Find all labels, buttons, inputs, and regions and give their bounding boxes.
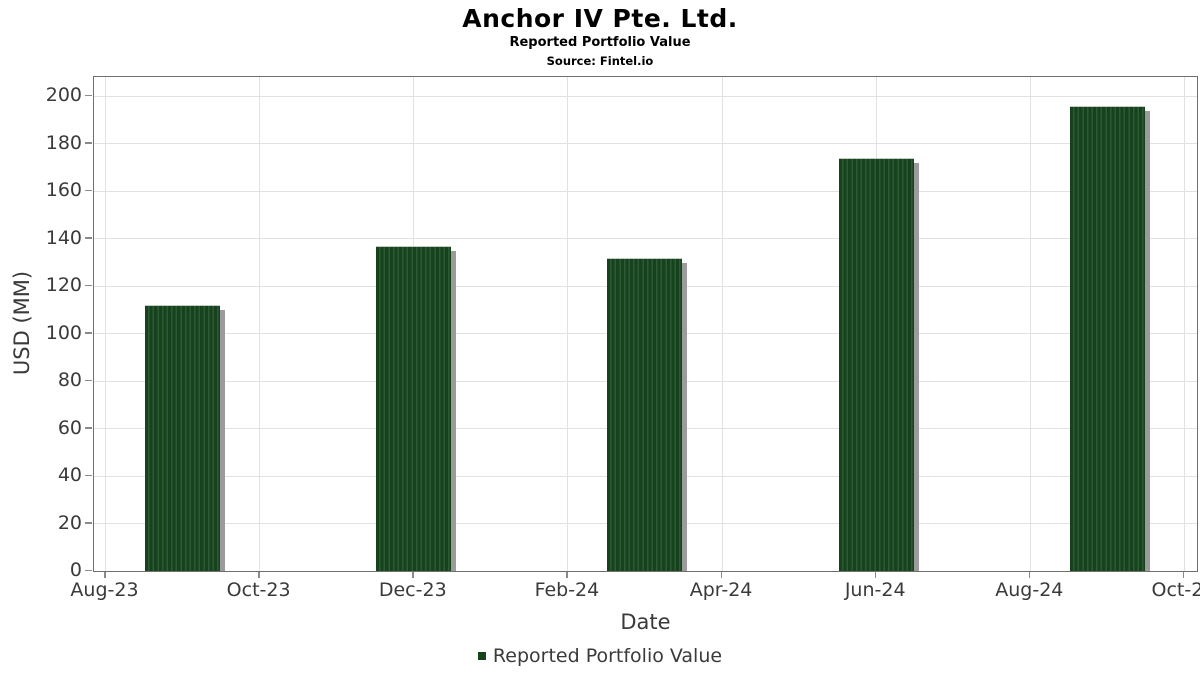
x-tick-Aug-24 <box>1028 572 1031 578</box>
x-tick-Jun-24 <box>874 572 877 578</box>
bar-Mar-24 <box>607 257 683 571</box>
plot-area <box>93 76 1198 572</box>
y-tick-label-100: 100 <box>45 321 82 344</box>
x-tick-label-Dec-23: Dec-23 <box>378 579 447 601</box>
x-tick-label-Jun-24: Jun-24 <box>844 579 906 601</box>
y-tick-label-40: 40 <box>57 464 82 486</box>
y-tick-label-180: 180 <box>45 131 82 154</box>
y-tick-20 <box>85 522 92 524</box>
y-tick-80 <box>85 379 92 381</box>
gridline-x-Oct-23 <box>259 77 261 571</box>
y-tick-160 <box>85 189 92 191</box>
x-tick-label-Apr-24: Apr-24 <box>689 579 753 601</box>
bar-Sep-23 <box>145 305 221 571</box>
gridline-y-160 <box>94 190 1197 192</box>
x-tick-label-Oct-24: Oct-24 <box>1151 579 1200 601</box>
y-tick-200 <box>85 94 92 96</box>
chart-subtitle: Reported Portfolio Value <box>509 35 691 50</box>
gridline-x-Apr-24 <box>721 77 723 571</box>
x-tick-label-Aug-24: Aug-24 <box>995 579 1064 601</box>
y-tick-180 <box>85 142 92 144</box>
gridline-y-200 <box>94 95 1197 97</box>
x-tick-Apr-24 <box>720 572 723 578</box>
bar-Sep-24 <box>1069 105 1145 571</box>
legend-label: Reported Portfolio Value <box>492 645 723 667</box>
y-tick-label-80: 80 <box>57 369 82 391</box>
chart-source-note: Source: Fintel.io <box>546 54 654 68</box>
x-axis-title: Date <box>620 610 671 634</box>
gridline-x-Oct-24 <box>1183 77 1185 571</box>
x-tick-Oct-23 <box>258 572 260 578</box>
y-tick-40 <box>85 474 92 476</box>
gridline-y-180 <box>94 143 1197 144</box>
x-tick-Dec-23 <box>412 572 414 578</box>
y-tick-60 <box>85 427 92 429</box>
chart-title: Anchor IV Pte. Ltd. <box>462 4 738 33</box>
gridline-x-Aug-24 <box>1029 77 1031 571</box>
y-tick-label-20: 20 <box>57 511 82 534</box>
legend-marker-icon <box>477 652 486 660</box>
y-tick-0 <box>85 569 92 571</box>
y-tick-120 <box>85 284 92 286</box>
x-tick-label-Oct-23: Oct-23 <box>226 579 291 601</box>
x-tick-Oct-24 <box>1182 572 1185 578</box>
y-tick-140 <box>85 237 92 239</box>
y-axis-title: USD (MM) <box>10 270 34 376</box>
y-tick-label-60: 60 <box>57 416 82 439</box>
x-tick-label-Aug-23: Aug-23 <box>70 579 139 601</box>
x-tick-Aug-23 <box>104 572 106 578</box>
x-tick-Feb-24 <box>566 572 568 578</box>
bar-Dec-23 <box>376 245 452 571</box>
x-tick-label-Feb-24: Feb-24 <box>534 579 600 601</box>
legend: Reported Portfolio Value <box>0 645 1200 667</box>
y-tick-100 <box>85 332 92 334</box>
y-tick-label-120: 120 <box>45 274 82 296</box>
y-tick-label-140: 140 <box>45 226 82 249</box>
y-tick-label-0: 0 <box>69 559 82 581</box>
gridline-x-Feb-24 <box>567 77 569 571</box>
gridline-y-140 <box>94 238 1197 239</box>
y-tick-label-160: 160 <box>45 179 82 201</box>
gridline-x-Aug-23 <box>105 77 106 571</box>
y-tick-label-200: 200 <box>45 84 82 106</box>
bar-Jun-24 <box>838 157 914 571</box>
